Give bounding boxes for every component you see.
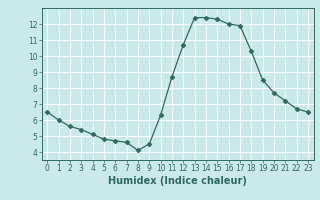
X-axis label: Humidex (Indice chaleur): Humidex (Indice chaleur): [108, 176, 247, 186]
